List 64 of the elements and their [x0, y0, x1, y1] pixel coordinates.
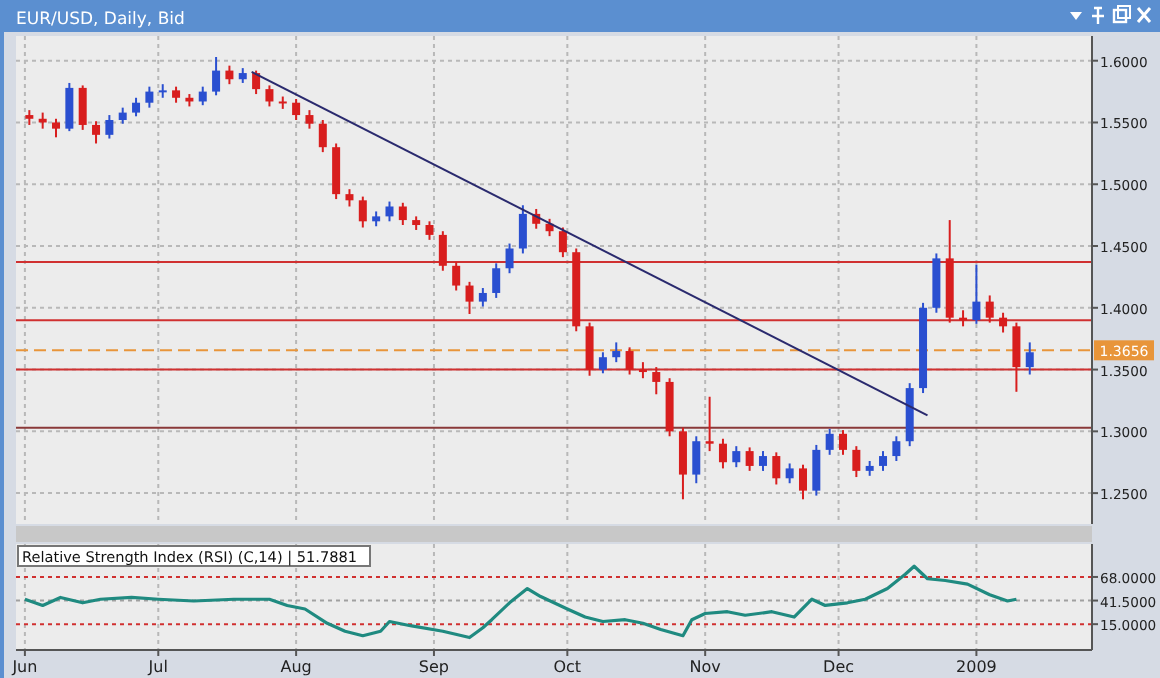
candlestick — [1025, 341, 1034, 376]
candlestick — [598, 351, 607, 375]
candlestick — [718, 437, 727, 470]
candlestick — [265, 84, 274, 108]
candlestick — [1012, 321, 1021, 393]
candlestick — [892, 435, 901, 462]
candlestick — [425, 220, 434, 241]
x-tick-label: Jun — [10, 658, 38, 676]
candlestick — [305, 109, 314, 130]
candlestick — [318, 119, 327, 154]
candlestick — [625, 346, 634, 376]
candlestick — [972, 263, 981, 325]
chart-title: EUR/USD, Daily, Bid — [16, 10, 185, 30]
candlestick — [452, 261, 461, 292]
candlestick — [505, 242, 514, 275]
candlestick — [772, 451, 781, 486]
candlestick — [825, 427, 834, 456]
candlestick — [785, 462, 794, 485]
candlestick — [745, 446, 754, 472]
candlestick — [292, 98, 301, 122]
candlestick — [999, 311, 1008, 334]
candlestick — [852, 445, 861, 479]
candlestick — [132, 96, 141, 118]
candlestick — [558, 226, 567, 259]
candlestick — [332, 142, 341, 201]
candlestick — [879, 450, 888, 472]
candlestick — [478, 287, 487, 308]
candlestick — [692, 435, 701, 485]
candlestick — [438, 230, 447, 272]
x-tick-label: Aug — [280, 658, 312, 676]
x-tick-label: Jul — [146, 658, 168, 676]
candlestick — [358, 195, 367, 229]
candlestick — [398, 201, 407, 227]
candlestick — [758, 450, 767, 472]
candlestick — [985, 294, 994, 324]
candlestick — [385, 200, 394, 223]
candlestick — [705, 395, 714, 453]
candlestick — [65, 81, 74, 133]
x-tick-label: Nov — [689, 658, 722, 676]
candlestick — [198, 85, 207, 107]
line-series — [23, 564, 1019, 640]
x-tick-label: Oct — [553, 658, 582, 676]
candlestick — [839, 429, 848, 456]
x-tick-label: 2009 — [956, 658, 997, 676]
candlestick — [518, 204, 527, 255]
candlestick — [212, 56, 221, 97]
candlestick — [465, 280, 474, 315]
candlestick — [585, 321, 594, 377]
candlestick — [145, 85, 154, 109]
candlestick — [798, 463, 807, 501]
x-tick-label: Sep — [418, 658, 450, 676]
candlestick — [52, 117, 61, 139]
candlestick — [678, 426, 687, 501]
candlestick — [105, 114, 114, 140]
candlestick — [225, 64, 234, 86]
candlestick — [812, 443, 821, 497]
candlestick — [92, 120, 101, 145]
candlestick — [652, 366, 661, 396]
candlestick — [78, 84, 87, 131]
x-tick-label: Dec — [823, 658, 855, 676]
candlestick — [252, 69, 261, 96]
candlestick — [492, 262, 501, 299]
candlestick — [612, 341, 621, 364]
candlestick — [732, 445, 741, 469]
